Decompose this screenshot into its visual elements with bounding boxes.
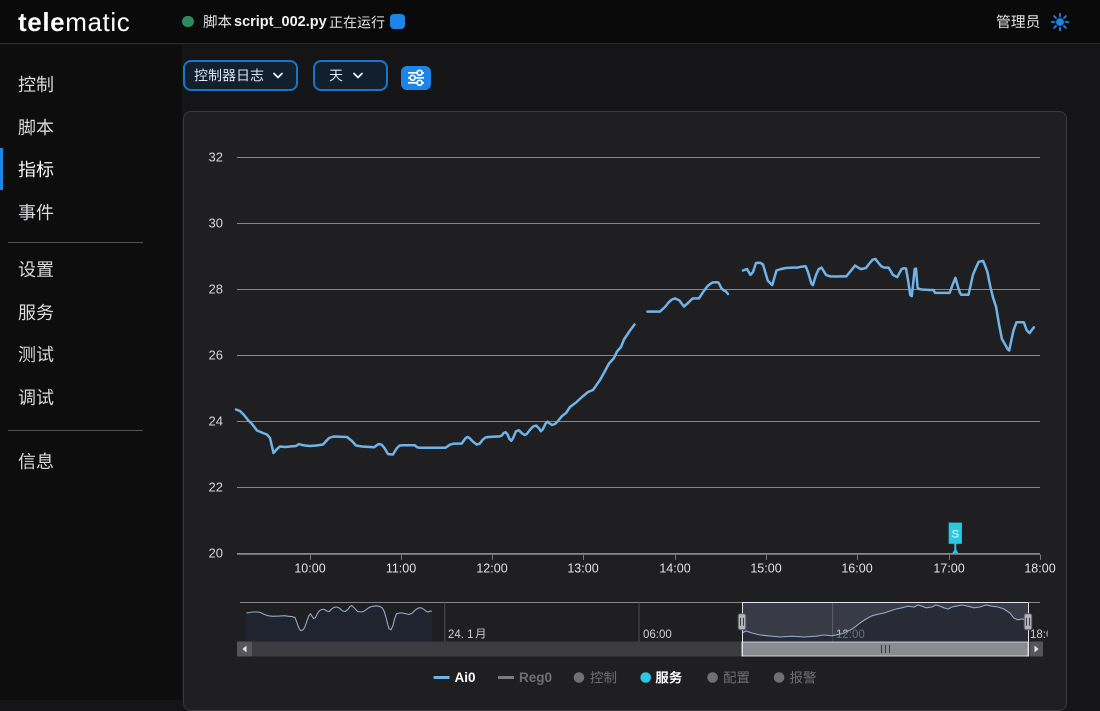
svg-text:10:00: 10:00 [294, 562, 325, 576]
svg-text:06:00: 06:00 [643, 629, 672, 641]
svg-text:24. 1: 24. 1 [448, 629, 474, 641]
svg-text:12:00: 12:00 [476, 562, 507, 576]
svg-text:16:00: 16:00 [841, 562, 872, 576]
svg-text:22: 22 [209, 480, 223, 495]
svg-text:24: 24 [209, 414, 223, 429]
svg-text:11:00: 11:00 [386, 562, 416, 576]
svg-text:14:00: 14:00 [659, 562, 690, 576]
svg-text:S: S [952, 529, 959, 541]
svg-text:Reg0: Reg0 [519, 670, 552, 685]
svg-text:13:00: 13:00 [567, 562, 598, 576]
svg-text:32: 32 [209, 150, 223, 165]
svg-text:18:00: 18:00 [1030, 629, 1059, 641]
svg-text:17:00: 17:00 [933, 562, 964, 576]
svg-text:28: 28 [209, 282, 223, 297]
svg-text:18:00: 18:00 [1024, 562, 1055, 576]
svg-text:Ai0: Ai0 [455, 670, 476, 685]
svg-text:26: 26 [209, 348, 223, 363]
svg-text:30: 30 [209, 216, 223, 231]
svg-text:20: 20 [209, 546, 223, 561]
svg-text:15:00: 15:00 [750, 562, 781, 576]
